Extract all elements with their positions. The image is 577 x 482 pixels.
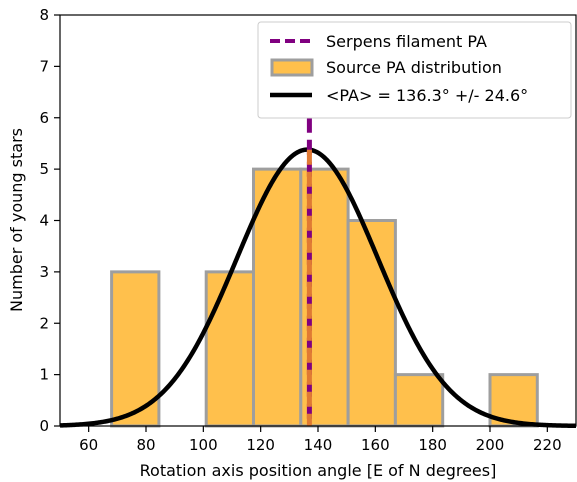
y-tick-label: 3 [39,263,49,281]
y-tick-label: 1 [39,366,49,384]
histogram-bar-5 [346,219,397,428]
x-axis-label: Rotation axis position angle [E of N deg… [140,461,497,480]
legend-label-gaussian: <PA> = 136.3° +/- 24.6° [326,86,528,105]
gaussian-fit-curve [59,147,577,429]
x-tick-label: 220 [533,436,562,454]
histogram-bars [110,167,539,428]
legend: Serpens filament PA Source PA distributi… [257,21,572,119]
y-tick-label: 0 [39,417,49,435]
legend-label-histogram: Source PA distribution [326,58,502,77]
y-tick-label: 2 [39,314,49,332]
y-tick-label: 8 [39,6,49,24]
x-tick-label: 120 [246,436,275,454]
y-tick-label: 4 [39,212,49,230]
y-axis-ticks: 0 1 2 3 4 5 6 7 8 [39,6,60,435]
x-tick-label: 180 [418,436,447,454]
x-tick-label: 60 [79,436,98,454]
x-tick-label: 80 [136,436,155,454]
gaussian-fit-layer [59,147,577,429]
x-tick-label: 140 [304,436,333,454]
legend-label-filament: Serpens filament PA [326,32,487,51]
x-tick-label: 200 [476,436,505,454]
histogram-bar-2 [204,270,255,428]
histogram-bar-6 [393,373,445,428]
legend-box [257,21,572,119]
legend-swatch-histogram [270,58,314,77]
y-tick-label: 7 [39,57,49,75]
y-tick-label: 6 [39,109,49,127]
x-tick-label: 160 [361,436,390,454]
x-axis-ticks: 60 80 100 120 140 160 180 200 220 [79,426,562,454]
y-tick-label: 5 [39,160,49,178]
x-tick-label: 100 [189,436,218,454]
y-axis-label: Number of young stars [7,128,26,312]
